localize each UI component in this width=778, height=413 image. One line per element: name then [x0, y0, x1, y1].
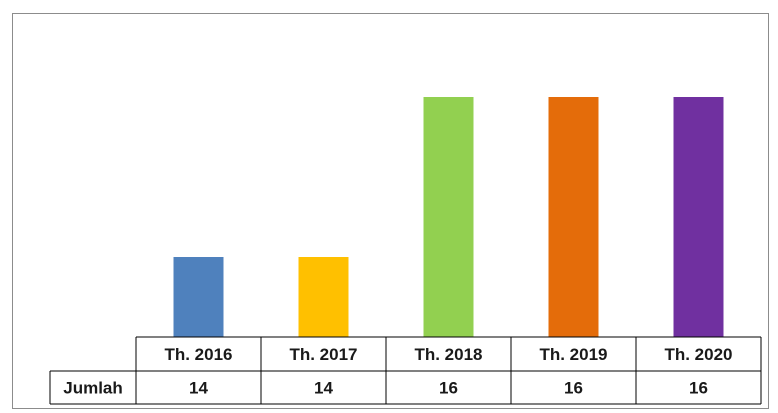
value-label: 16 — [439, 379, 458, 398]
value-label: 14 — [189, 379, 208, 398]
bar-th2020 — [673, 97, 724, 337]
bar-th2017 — [298, 257, 349, 337]
value-label: 14 — [314, 379, 333, 398]
category-label: Th. 2017 — [289, 345, 357, 364]
bar-th2018 — [423, 97, 474, 337]
bar-th2019 — [548, 97, 599, 337]
bars-layer — [173, 97, 724, 337]
category-label: Th. 2019 — [539, 345, 607, 364]
value-label: 16 — [564, 379, 583, 398]
category-label: Th. 2018 — [414, 345, 482, 364]
series-label: Jumlah — [63, 379, 123, 398]
data-table: Th. 2016 Th. 2017 Th. 2018 Th. 2019 Th. 2020… — [49, 336, 762, 405]
category-label: Th. 2020 — [664, 345, 732, 364]
category-label: Th. 2016 — [164, 345, 232, 364]
chart-frame — [12, 13, 769, 409]
bar-th2016 — [173, 257, 224, 337]
value-label: 16 — [689, 379, 708, 398]
